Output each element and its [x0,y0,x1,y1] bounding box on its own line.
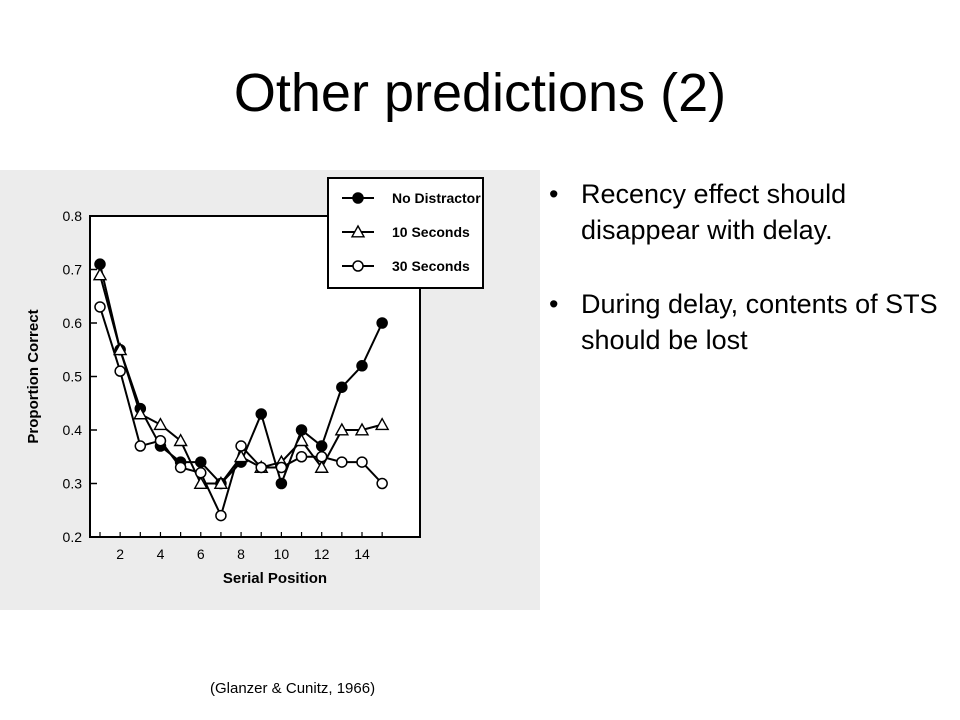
series-point [295,451,308,463]
bullet-list: • Recency effect should disappear with d… [545,176,945,396]
series-point [92,267,108,281]
series-point [213,476,229,489]
series-point [215,509,227,522]
series-point [376,317,388,329]
series-point [174,461,187,474]
bullet-item: • Recency effect should disappear with d… [545,176,945,248]
bullet-text: Recency effect should disappear with del… [581,179,847,245]
series-point [173,433,188,447]
series-point [356,456,368,468]
series-point [275,477,288,490]
y-tick-label: 0.3 [63,476,83,492]
legend-label: 10 Seconds [392,224,470,240]
series-point [235,440,247,452]
legend-marker [350,224,366,238]
y-tick-label: 0.4 [63,422,83,438]
series-point [376,477,388,490]
bullet-item: • During delay, contents of STS should b… [545,286,945,358]
series-point [195,467,207,479]
series-point [356,360,368,372]
y-tick-label: 0.6 [63,315,83,331]
series-point [94,301,106,313]
legend-marker [352,192,364,204]
x-tick-label: 6 [197,546,205,562]
legend-marker [352,260,364,272]
serial-position-chart: 0.2 0.3 0.4 0.5 0.6 0.7 0.8 2 4 6 8 10 12 14 Serial Po… [25,177,484,587]
y-tick-label: 0.8 [63,208,83,224]
series-point [315,451,328,463]
series-point [315,440,328,452]
x-tick-label: 8 [237,546,245,562]
series-point [275,461,288,474]
series-point [114,365,126,377]
series-point [374,417,390,431]
x-axis-label: Serial Position [223,570,327,587]
y-tick-label: 0.7 [63,262,83,278]
bullet-dot: • [549,179,559,209]
bullet-text: During delay, contents of STS should be … [581,289,938,355]
series-point [255,408,267,420]
series-point [134,440,147,452]
series-point [334,422,350,436]
slide-title: Other predictions (2) [233,63,727,123]
series-point [153,417,168,431]
y-axis-label: Proportion Correct [25,309,42,443]
series-point [193,476,208,489]
series-point [233,449,249,463]
series-point [154,434,167,447]
x-tick-label: 14 [354,546,370,562]
y-tick-label: 0.5 [63,369,83,385]
figure-panel: 0.2 0.3 0.4 0.5 0.6 0.7 0.8 2 4 6 8 10 12 14 Serial Po… [0,170,540,610]
series-point [112,342,128,356]
x-tick-label: 4 [157,546,165,562]
series-point [294,433,309,447]
y-tick-label: 0.2 [63,529,83,545]
series-point [354,422,370,436]
bullet-dot: • [549,289,559,319]
series-point [314,460,329,473]
series-point [336,381,348,393]
series-point [255,461,267,474]
legend-label: 30 Seconds [392,258,470,274]
series-point [336,456,348,468]
citation: (Glanzer & Cunitz, 1966) [210,680,376,697]
x-tick-label: 12 [314,546,330,562]
legend-label: No Distractor [392,190,481,206]
x-tick-label: 10 [274,546,290,562]
x-tick-label: 2 [116,546,124,562]
series-point [195,456,207,468]
series-point [133,406,148,420]
